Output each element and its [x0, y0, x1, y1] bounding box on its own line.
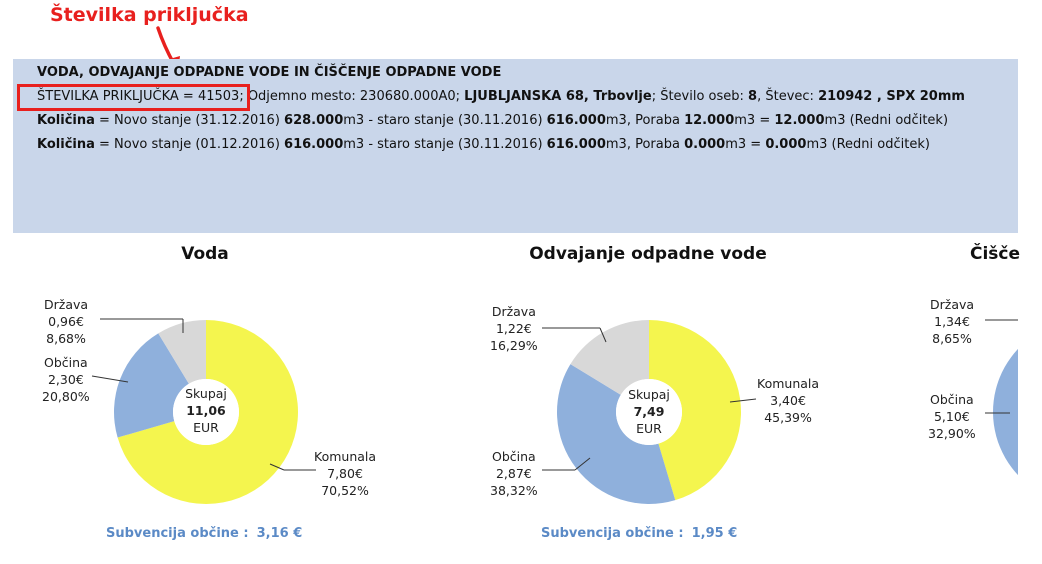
pie-label-drzava: Država 1,22€ 16,29% [490, 304, 538, 353]
pie-slice-obcina [557, 364, 676, 505]
pie-slice-obcina [113, 333, 189, 438]
chart-title-voda: Voda [181, 244, 229, 264]
persons-count: 8 [748, 89, 758, 104]
pie-label-komunala: Komunala 7,80€ 70,52% [314, 449, 377, 498]
pie-label-obcina: Občina 2,87€ 38,32% [490, 449, 538, 498]
subsidy-voda: Subvencija občine :3,16 € [106, 526, 303, 541]
connection-highlight-box [17, 84, 250, 111]
pie-slice-komunala [117, 320, 298, 504]
leader-line [574, 457, 591, 471]
donut-hole [616, 379, 682, 445]
leader-line [91, 375, 129, 383]
connection-line: ŠTEVILKA PRIKLJUČKA = 41503; Odjemno mes… [37, 89, 965, 104]
quantity-row: Količina = Novo stanje (01.12.2016) 616.… [37, 137, 930, 152]
annotation-label: Številka priključka [50, 4, 249, 26]
chart-title-ciscenje: Čišče [970, 244, 1021, 264]
leader-line [599, 327, 607, 343]
chart-title-odvajanje: Odvajanje odpadne vode [529, 244, 767, 264]
pie-slice-komunala [649, 320, 741, 501]
donut-hole [173, 379, 239, 445]
meter-number: 210942 , SPX 20mm [818, 89, 965, 104]
quantity-row: Količina = Novo stanje (31.12.2016) 628.… [37, 113, 949, 128]
address: LJUBLJANSKA 68, Trbovlje [464, 89, 652, 104]
pie-center-total: Skupaj 7,49 EUR [628, 387, 670, 436]
pie-label-komunala: Komunala 3,40€ 45,39% [757, 376, 820, 425]
page-margin [1018, 230, 1042, 564]
pie-center-total: Skupaj 11,06 EUR [185, 386, 227, 435]
subsidy-odvajanje: Subvencija občine :1,95 € [541, 526, 738, 541]
pie-label-obcina: Občina 5,10€ 32,90% [928, 392, 976, 441]
pie-label-drzava: Država 0,96€ 8,68% [44, 297, 89, 346]
leader-line [729, 398, 757, 403]
pie-slice-drzava [158, 320, 206, 384]
info-panel: VODA, ODVAJANJE ODPADNE VODE IN ČIŠČENJE… [13, 59, 1018, 233]
leader-line [269, 463, 285, 471]
pie-slice-drzava [570, 320, 649, 395]
info-heading: VODA, ODVAJANJE ODPADNE VODE IN ČIŠČENJE… [37, 65, 502, 80]
pie-label-obcina: Občina 2,30€ 20,80% [42, 355, 90, 404]
pie-label-drzava: Država 1,34€ 8,65% [930, 297, 975, 346]
connection-number: ŠTEVILKA PRIKLJUČKA = 41503 [37, 89, 240, 104]
